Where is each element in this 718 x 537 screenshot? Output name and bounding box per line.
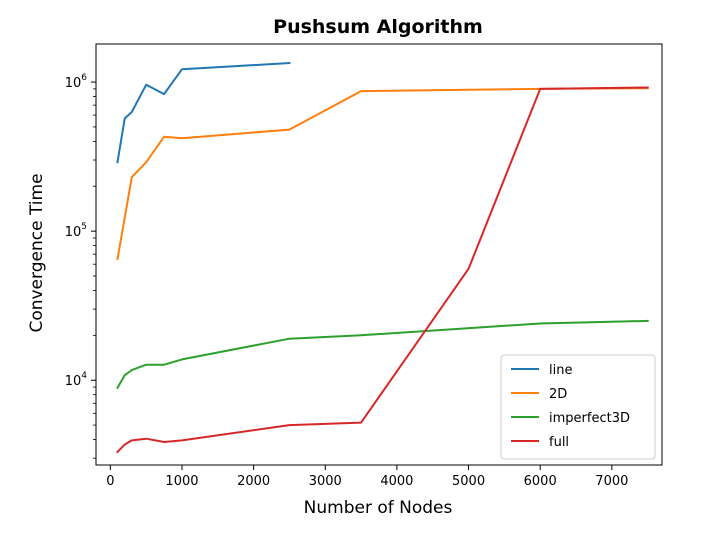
x-tick-label: 6000 — [524, 474, 557, 489]
legend-box — [500, 354, 656, 460]
series-line-line — [116, 62, 291, 164]
y-axis-label: Convergence Time — [27, 173, 47, 332]
series-line-full — [116, 86, 649, 454]
x-axis-label: Number of Nodes — [304, 498, 453, 518]
legend: line 2D imperfect3D full — [500, 354, 656, 460]
legend-label: line — [549, 363, 572, 378]
y-axis: 104 105 106 — [65, 73, 96, 459]
x-tick-label: 1000 — [165, 474, 198, 489]
x-tick-label: 2000 — [237, 474, 270, 489]
x-tick-label: 0 — [106, 474, 114, 489]
plot-area — [116, 62, 649, 454]
y-tick-label: 105 — [65, 222, 87, 240]
legend-label: imperfect3D — [549, 411, 630, 426]
series-line-2D — [116, 87, 649, 261]
x-tick-label: 3000 — [309, 474, 342, 489]
x-axis: 0 1000 2000 3000 4000 5000 6000 7000 — [106, 465, 628, 489]
y-tick-label: 106 — [65, 73, 88, 91]
legend-label: 2D — [549, 387, 567, 402]
series-line-imperfect3D — [116, 319, 649, 390]
legend-label: full — [549, 435, 569, 450]
x-tick-label: 7000 — [595, 474, 628, 489]
x-tick-label: 4000 — [380, 474, 413, 489]
chart-title: Pushsum Algorithm — [273, 16, 483, 38]
y-tick-label: 104 — [65, 371, 88, 389]
x-tick-label: 5000 — [452, 474, 485, 489]
